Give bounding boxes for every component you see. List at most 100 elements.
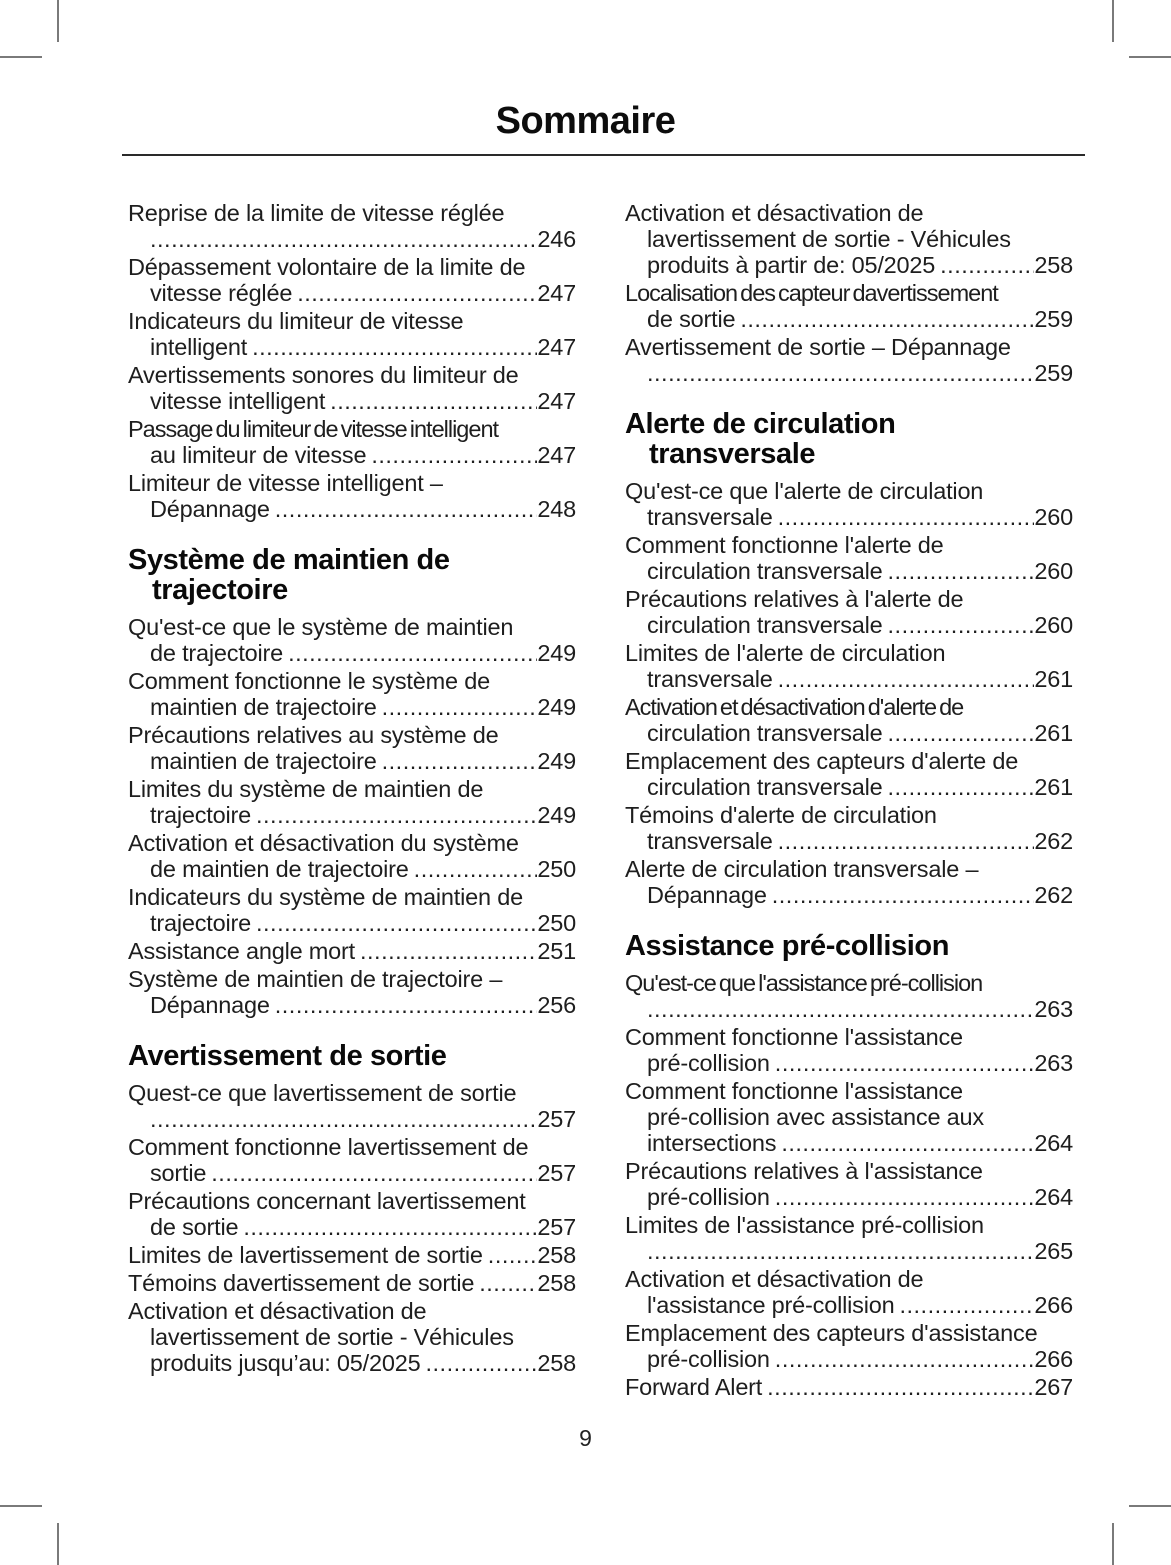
entry-text: produits à partir de: 05/2025 <box>647 252 936 278</box>
page-ref: 249 <box>537 748 576 774</box>
page-ref: 265 <box>1034 1238 1073 1264</box>
toc-entry: Précautions relatives à l'assistance pré-… <box>625 1158 1073 1210</box>
entry-line: Limites du système de maintien de <box>128 776 484 802</box>
dots-leader: ........................................… <box>371 442 537 468</box>
entry-leader-line: produits à partir de: 05/2025...........… <box>625 252 1073 278</box>
entry-line: Emplacement des capteurs d'alerte de <box>625 748 1019 774</box>
dots-leader: ........................................… <box>150 226 537 252</box>
entry-line: Qu'est-ce que l'alerte de circulation <box>625 478 984 504</box>
page-ref: 258 <box>537 1270 576 1296</box>
toc-entry: Témoins davertissement de sortie........… <box>128 1270 576 1296</box>
toc-entry: Qu'est-ce que l'alerte de circulation tra… <box>625 478 1073 530</box>
dots-leader: ........................................… <box>288 640 537 666</box>
entry-text: Limites de lavertissement de sortie <box>128 1242 483 1268</box>
entry-leader-line: de maintien de trajectoire..............… <box>128 856 576 882</box>
entry-text: Forward Alert <box>625 1374 763 1400</box>
toc-entry: Qu'est-ce que l'assistance pré-collision… <box>625 970 1073 1022</box>
entry-leader-line: de sortie...............................… <box>625 306 1073 332</box>
page-title: Sommaire <box>495 100 676 142</box>
entry-leader-line: ........................................… <box>128 226 576 252</box>
dots-leader: ........................................… <box>774 1346 1035 1372</box>
crop-mark-top-left-vertical <box>57 0 59 42</box>
crop-mark-top-right-horizontal <box>1129 56 1171 58</box>
entry-leader-line: ........................................… <box>625 996 1073 1022</box>
dots-leader: ........................................… <box>647 1238 1034 1264</box>
dots-leader: ........................................… <box>381 748 538 774</box>
heading-line: transversale <box>649 438 816 470</box>
page-ref: 260 <box>1034 558 1073 584</box>
toc-entry: Dépassement volontaire de la limite de vi… <box>128 254 576 306</box>
dots-leader: ........................................… <box>150 1106 537 1132</box>
dots-leader: ........................................… <box>777 666 1035 692</box>
entry-leader-line: Dépannage...............................… <box>128 496 576 522</box>
entry-leader-line: Dépannage...............................… <box>625 882 1073 908</box>
dots-leader: ........................................… <box>274 992 538 1018</box>
entry-line: Précautions relatives à l'alerte de <box>625 586 964 612</box>
entry-text: intelligent <box>150 334 248 360</box>
entry-leader-line: transversale............................… <box>625 504 1073 530</box>
entry-text: au limiteur de vitesse <box>150 442 367 468</box>
entry-line: Précautions relatives à l'assistance <box>625 1158 983 1184</box>
entry-leader-line: transversale............................… <box>625 666 1073 692</box>
dots-leader: ........................................… <box>297 280 537 306</box>
entry-leader-line: intelligent.............................… <box>128 334 576 360</box>
toc-section-heading: Alerte de circulation transversale <box>625 409 1073 469</box>
toc-entry: Précautions relatives à l'alerte de circu… <box>625 586 1073 638</box>
page-ref: 257 <box>537 1160 576 1186</box>
entry-line: Dépassement volontaire de la limite de <box>128 254 526 280</box>
toc-entry: Indicateurs du limiteur de vitesse intell… <box>128 308 576 360</box>
toc-entry: Activation et désactivation du système de… <box>128 830 576 882</box>
entry-leader-line: Forward Alert...........................… <box>625 1374 1073 1400</box>
page-number: 9 <box>579 1425 592 1451</box>
toc-entry: Limites du système de maintien de traject… <box>128 776 576 828</box>
page-ref: 246 <box>537 226 576 252</box>
toc-entry: Localisation des capteur davertissement d… <box>625 280 1073 332</box>
dots-leader: ........................................… <box>330 388 538 414</box>
entry-leader-line: intersections...........................… <box>625 1130 1073 1156</box>
dots-leader: ........................................… <box>887 720 1035 746</box>
page-ref: 247 <box>537 388 576 414</box>
entry-text: de sortie <box>647 306 736 332</box>
entry-line: Emplacement des capteurs d'assistance <box>625 1320 1038 1346</box>
page-ref: 258 <box>537 1242 576 1268</box>
entry-leader-line: vitesse intelligent.....................… <box>128 388 576 414</box>
toc-entry: Activation et désactivation d'alerte de c… <box>625 694 1073 746</box>
entry-leader-line: au limiteur de vitesse..................… <box>128 442 576 468</box>
entry-leader-line: de sortie...............................… <box>128 1214 576 1240</box>
entry-leader-line: Limites de lavertissement de sortie.....… <box>128 1242 576 1268</box>
dots-leader: ........................................… <box>940 252 1034 278</box>
page-ref: 260 <box>1034 612 1073 638</box>
page-ref: 251 <box>537 938 576 964</box>
toc-entry: Limites de lavertissement de sortie.....… <box>128 1242 576 1268</box>
entry-leader-line: de trajectoire..........................… <box>128 640 576 666</box>
toc-entry: Activation et désactivation de lavertisse… <box>128 1298 576 1376</box>
page-ref: 257 <box>537 1214 576 1240</box>
entry-leader-line: Témoins davertissement de sortie........… <box>128 1270 576 1296</box>
entry-leader-line: produits jusqu’au: 05/2025..............… <box>128 1350 576 1376</box>
entry-line: Comment fonctionne l'assistance <box>625 1078 963 1104</box>
page-ref: 258 <box>1034 252 1073 278</box>
page-ref: 249 <box>537 640 576 666</box>
toc-entry: Passage du limiteur de vitesse intellige… <box>128 416 576 468</box>
page-ref: 250 <box>537 856 576 882</box>
entry-text: transversale <box>647 828 773 854</box>
toc-section-heading: Avertissement de sortie <box>128 1041 576 1071</box>
entry-text: maintien de trajectoire <box>150 694 377 720</box>
entry-line: Précautions concernant lavertissement <box>128 1188 526 1214</box>
entry-text: Dépannage <box>647 882 767 908</box>
entry-line: Quest-ce que lavertissement de sortie <box>128 1080 517 1106</box>
entry-leader-line: Dépannage...............................… <box>128 992 576 1018</box>
entry-leader-line: Assistance angle mort...................… <box>128 938 576 964</box>
entry-leader-line: circulation transversale................… <box>625 720 1073 746</box>
entry-text: transversale <box>647 504 773 530</box>
toc-column-right: Activation et désactivation de lavertisse… <box>625 200 1073 1402</box>
toc-entry: Qu'est-ce que le système de maintien de t… <box>128 614 576 666</box>
page-ref: 261 <box>1034 666 1073 692</box>
crop-mark-bottom-right-horizontal <box>1129 1505 1171 1507</box>
entry-line: Activation et désactivation de <box>625 200 924 226</box>
heading-line: Système de maintien de <box>128 544 450 576</box>
dots-leader: ........................................… <box>774 1184 1035 1210</box>
page-ref: 263 <box>1034 1050 1073 1076</box>
entry-line: Activation et désactivation de <box>128 1298 427 1324</box>
